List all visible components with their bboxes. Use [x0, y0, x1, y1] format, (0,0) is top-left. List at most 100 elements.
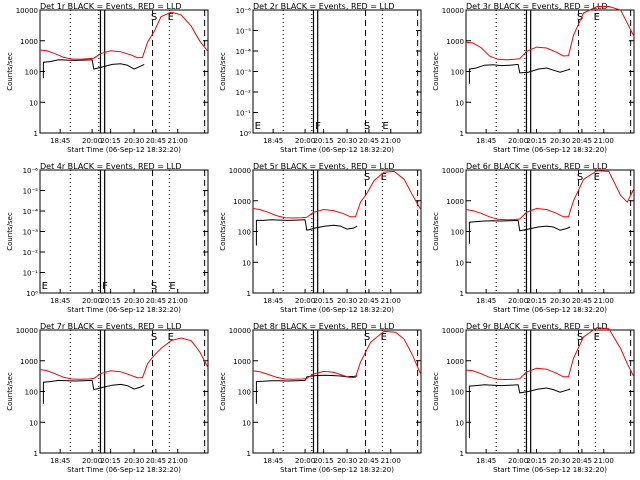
- x-tick-label: 20:45: [572, 457, 592, 465]
- events-series: [255, 374, 358, 404]
- y-tick-label: 10000: [229, 327, 251, 335]
- x-tick-label: 20:45: [572, 297, 592, 305]
- x-tick-label: 20:00: [508, 457, 528, 465]
- end-marker: E: [594, 12, 600, 23]
- y-axis-label: Counts/sec: [432, 212, 440, 251]
- x-tick-label: 20:45: [572, 137, 592, 145]
- plot-frame: [39, 9, 209, 134]
- x-tick-label: 20:00: [82, 297, 102, 305]
- x-tick-label: 20:45: [359, 137, 379, 145]
- y-tick-label: 10⁻⁴: [23, 208, 39, 216]
- x-tick-label: 20:45: [359, 457, 379, 465]
- x-tick-label: 21:00: [168, 137, 188, 145]
- start-marker: S: [577, 172, 583, 183]
- x-tick-label: 18:45: [476, 457, 496, 465]
- event-marker: E: [42, 281, 48, 292]
- lld-series: [39, 337, 209, 380]
- y-tick-label: 10: [29, 99, 38, 107]
- x-axis-label: Start Time (06-Sep-12 18:32:20): [493, 306, 607, 314]
- y-tick-label: 10⁻¹: [23, 270, 39, 278]
- x-tick-label: 20:00: [508, 137, 528, 145]
- x-axis-label: Start Time (06-Sep-12 18:32:20): [67, 306, 181, 314]
- lld-series: [252, 330, 422, 380]
- x-tick-label: 20:00: [508, 297, 528, 305]
- y-tick-label: 10⁻³: [236, 69, 252, 77]
- y-tick-label: 1: [460, 130, 464, 138]
- plot-frame: [252, 169, 422, 294]
- x-tick-label: 20:45: [146, 297, 166, 305]
- x-tick-label: 18:45: [50, 457, 70, 465]
- start-marker: S: [364, 332, 370, 343]
- y-axis-label: Counts/sec: [6, 52, 14, 91]
- x-axis-label: Start Time (06-Sep-12 18:32:20): [67, 146, 181, 154]
- x-tick-label: 20:00: [82, 137, 102, 145]
- y-tick-label: 100: [238, 389, 251, 397]
- plot-frame: [39, 169, 209, 294]
- x-tick-label: 18:45: [476, 137, 496, 145]
- x-tick-label: 20:30: [550, 137, 570, 145]
- panel-title: Det 3r BLACK = Events, RED = LLD: [466, 2, 608, 11]
- x-tick-label: 21:00: [381, 457, 401, 465]
- y-tick-label: 1: [34, 450, 38, 458]
- y-tick-label: 10000: [16, 7, 38, 15]
- events-series: [468, 63, 571, 84]
- y-tick-label: 100: [25, 69, 38, 77]
- panel-title: Det 1r BLACK = Events, RED = LLD: [40, 2, 182, 11]
- detector-panel: Det 5r BLACK = Events, RED = LLD 1 10 100 10…: [219, 162, 422, 314]
- x-tick-label: 20:30: [124, 297, 144, 305]
- detector-panel: Det 3r BLACK = Events, RED = LLD 1 10 100 10…: [432, 2, 635, 154]
- panel-title: Det 5r BLACK = Events, RED = LLD: [253, 162, 395, 171]
- y-tick-label: 10⁻⁵: [23, 188, 39, 196]
- plot-frame: [252, 9, 422, 134]
- x-tick-label: 21:00: [168, 297, 188, 305]
- start-marker: S: [577, 12, 583, 23]
- end-marker: E: [168, 12, 174, 23]
- detector-panel: Det 9r BLACK = Events, RED = LLD 1 10 100 10…: [432, 322, 635, 474]
- event-marker: E: [255, 121, 261, 132]
- x-axis-label: Start Time (06-Sep-12 18:32:20): [280, 146, 394, 154]
- x-tick-label: 21:00: [381, 297, 401, 305]
- y-axis-label: Counts/sec: [432, 372, 440, 411]
- y-tick-label: 1000: [446, 38, 464, 46]
- x-tick-label: 21:00: [381, 137, 401, 145]
- y-tick-label: 10⁻⁵: [236, 28, 252, 36]
- x-tick-label: 20:15: [100, 297, 120, 305]
- x-tick-label: 21:00: [594, 137, 614, 145]
- events-series: [468, 219, 571, 244]
- detector-panel: Det 6r BLACK = Events, RED = LLD 1 10 100 10…: [432, 162, 635, 314]
- y-axis-label: Counts/sec: [219, 372, 227, 411]
- y-tick-label: 1: [247, 450, 251, 458]
- y-tick-label: 1000: [20, 358, 38, 366]
- x-axis-label: Start Time (06-Sep-12 18:32:20): [280, 466, 394, 474]
- y-tick-label: 10000: [229, 167, 251, 175]
- x-tick-label: 20:30: [124, 457, 144, 465]
- plot-frame: [465, 329, 635, 454]
- events-series: [42, 379, 145, 404]
- x-tick-label: 20:30: [337, 137, 357, 145]
- lld-series: [252, 170, 422, 219]
- start-marker: S: [151, 12, 157, 23]
- x-axis-label: Start Time (06-Sep-12 18:32:20): [67, 466, 181, 474]
- x-tick-label: 20:15: [100, 137, 120, 145]
- y-tick-label: 10⁻²: [23, 249, 39, 257]
- x-tick-label: 20:00: [295, 297, 315, 305]
- x-tick-label: 20:30: [337, 297, 357, 305]
- x-tick-label: 20:30: [337, 457, 357, 465]
- lld-series: [465, 170, 635, 221]
- x-tick-label: 20:15: [526, 457, 546, 465]
- panel-title: Det 9r BLACK = Events, RED = LLD: [466, 322, 608, 331]
- x-tick-label: 20:15: [526, 137, 546, 145]
- panel-title: Det 7r BLACK = Events, RED = LLD: [40, 322, 182, 331]
- start-marker: S: [364, 172, 370, 183]
- y-tick-label: 10⁻⁶: [23, 167, 39, 175]
- y-tick-label: 10: [242, 259, 251, 267]
- event-marker: S: [151, 281, 157, 292]
- y-tick-label: 10⁻¹: [236, 110, 252, 118]
- x-tick-label: 20:45: [146, 457, 166, 465]
- y-tick-label: 10000: [442, 167, 464, 175]
- panel-title: Det 6r BLACK = Events, RED = LLD: [466, 162, 608, 171]
- x-axis-label: Start Time (06-Sep-12 18:32:20): [493, 466, 607, 474]
- y-tick-label: 10⁻⁴: [236, 48, 252, 56]
- y-axis-label: Counts/sec: [219, 212, 227, 251]
